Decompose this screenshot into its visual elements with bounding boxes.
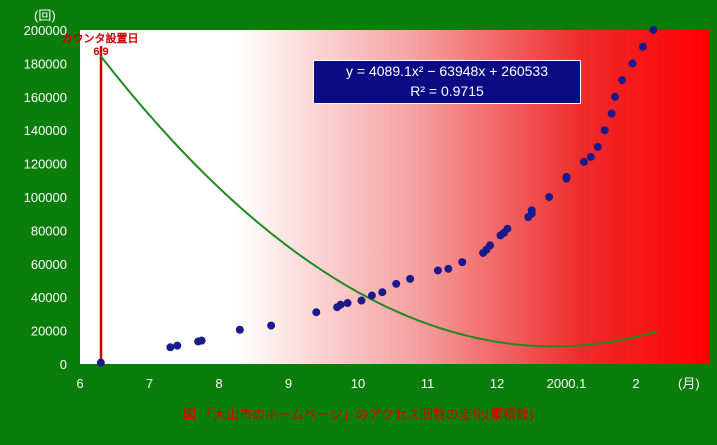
data-point	[336, 300, 345, 309]
y-axis-unit: (回)	[34, 8, 56, 23]
data-point	[638, 42, 647, 51]
data-point	[166, 343, 175, 352]
x-tick-label: 2000.1	[547, 376, 587, 391]
data-point	[611, 92, 620, 101]
data-point	[545, 193, 554, 201]
data-point	[593, 142, 602, 151]
x-tick-label: 9	[285, 376, 292, 391]
y-tick-label: 200000	[24, 23, 67, 38]
y-tick-label: 80000	[31, 223, 67, 238]
data-point	[406, 274, 415, 283]
marker-label: カウンタ設置日	[62, 31, 139, 45]
y-tick-label: 120000	[24, 157, 67, 172]
y-tick-label: 140000	[24, 123, 67, 138]
data-point	[586, 152, 595, 161]
data-point	[343, 299, 352, 308]
data-point	[392, 279, 401, 288]
data-points	[96, 26, 658, 367]
trend-line	[100, 55, 658, 348]
y-tick-label: 100000	[24, 190, 67, 205]
y-tick-label: 40000	[31, 290, 67, 305]
y-tick-label: 20000	[31, 324, 67, 339]
x-axis-ticks: 6 7 8 9 10 11 12 2000.1 2	[76, 376, 639, 391]
chart-caption: 図 「大山市のホームページ」のアクセス回数の変化(累積数)	[183, 408, 534, 423]
data-point	[197, 336, 206, 345]
data-point	[486, 241, 495, 250]
x-tick-label: 8	[215, 376, 222, 391]
x-tick-label: 7	[146, 376, 153, 391]
data-point	[503, 224, 512, 233]
y-tick-label: 60000	[31, 257, 67, 272]
data-point	[235, 325, 244, 334]
data-point	[618, 76, 627, 85]
data-point	[96, 358, 105, 367]
data-point	[357, 296, 366, 305]
x-axis-unit: (月)	[678, 376, 700, 391]
data-point	[433, 266, 442, 275]
data-point	[527, 206, 536, 215]
x-tick-label: 2	[632, 376, 639, 391]
equation-box: y = 4089.1x² − 63948x + 260533 R² = 0.97…	[313, 60, 581, 104]
data-point	[628, 59, 637, 68]
y-tick-label: 160000	[24, 90, 67, 105]
data-point	[267, 321, 276, 330]
data-point	[173, 341, 182, 350]
data-point	[649, 26, 658, 34]
y-axis-ticks: 2000001800001600001400001200001000008000…	[24, 23, 67, 372]
x-tick-label: 11	[421, 376, 435, 391]
y-tick-label: 180000	[24, 56, 67, 71]
data-point	[312, 308, 321, 317]
marker-date: 6/9	[93, 46, 108, 58]
data-point	[367, 291, 376, 300]
r-squared-line: R² = 0.9715	[410, 83, 484, 99]
y-tick-label: 0	[60, 357, 67, 372]
x-tick-label: 12	[490, 376, 504, 391]
equation-line: y = 4089.1x² − 63948x + 260533	[346, 63, 548, 79]
x-tick-label: 6	[76, 376, 83, 391]
data-point	[607, 109, 616, 118]
data-point	[444, 264, 453, 273]
x-tick-label: 10	[351, 376, 365, 391]
data-point	[378, 288, 387, 297]
data-point	[579, 157, 588, 166]
data-point	[600, 126, 609, 135]
data-point	[458, 258, 467, 267]
data-point	[562, 172, 571, 181]
